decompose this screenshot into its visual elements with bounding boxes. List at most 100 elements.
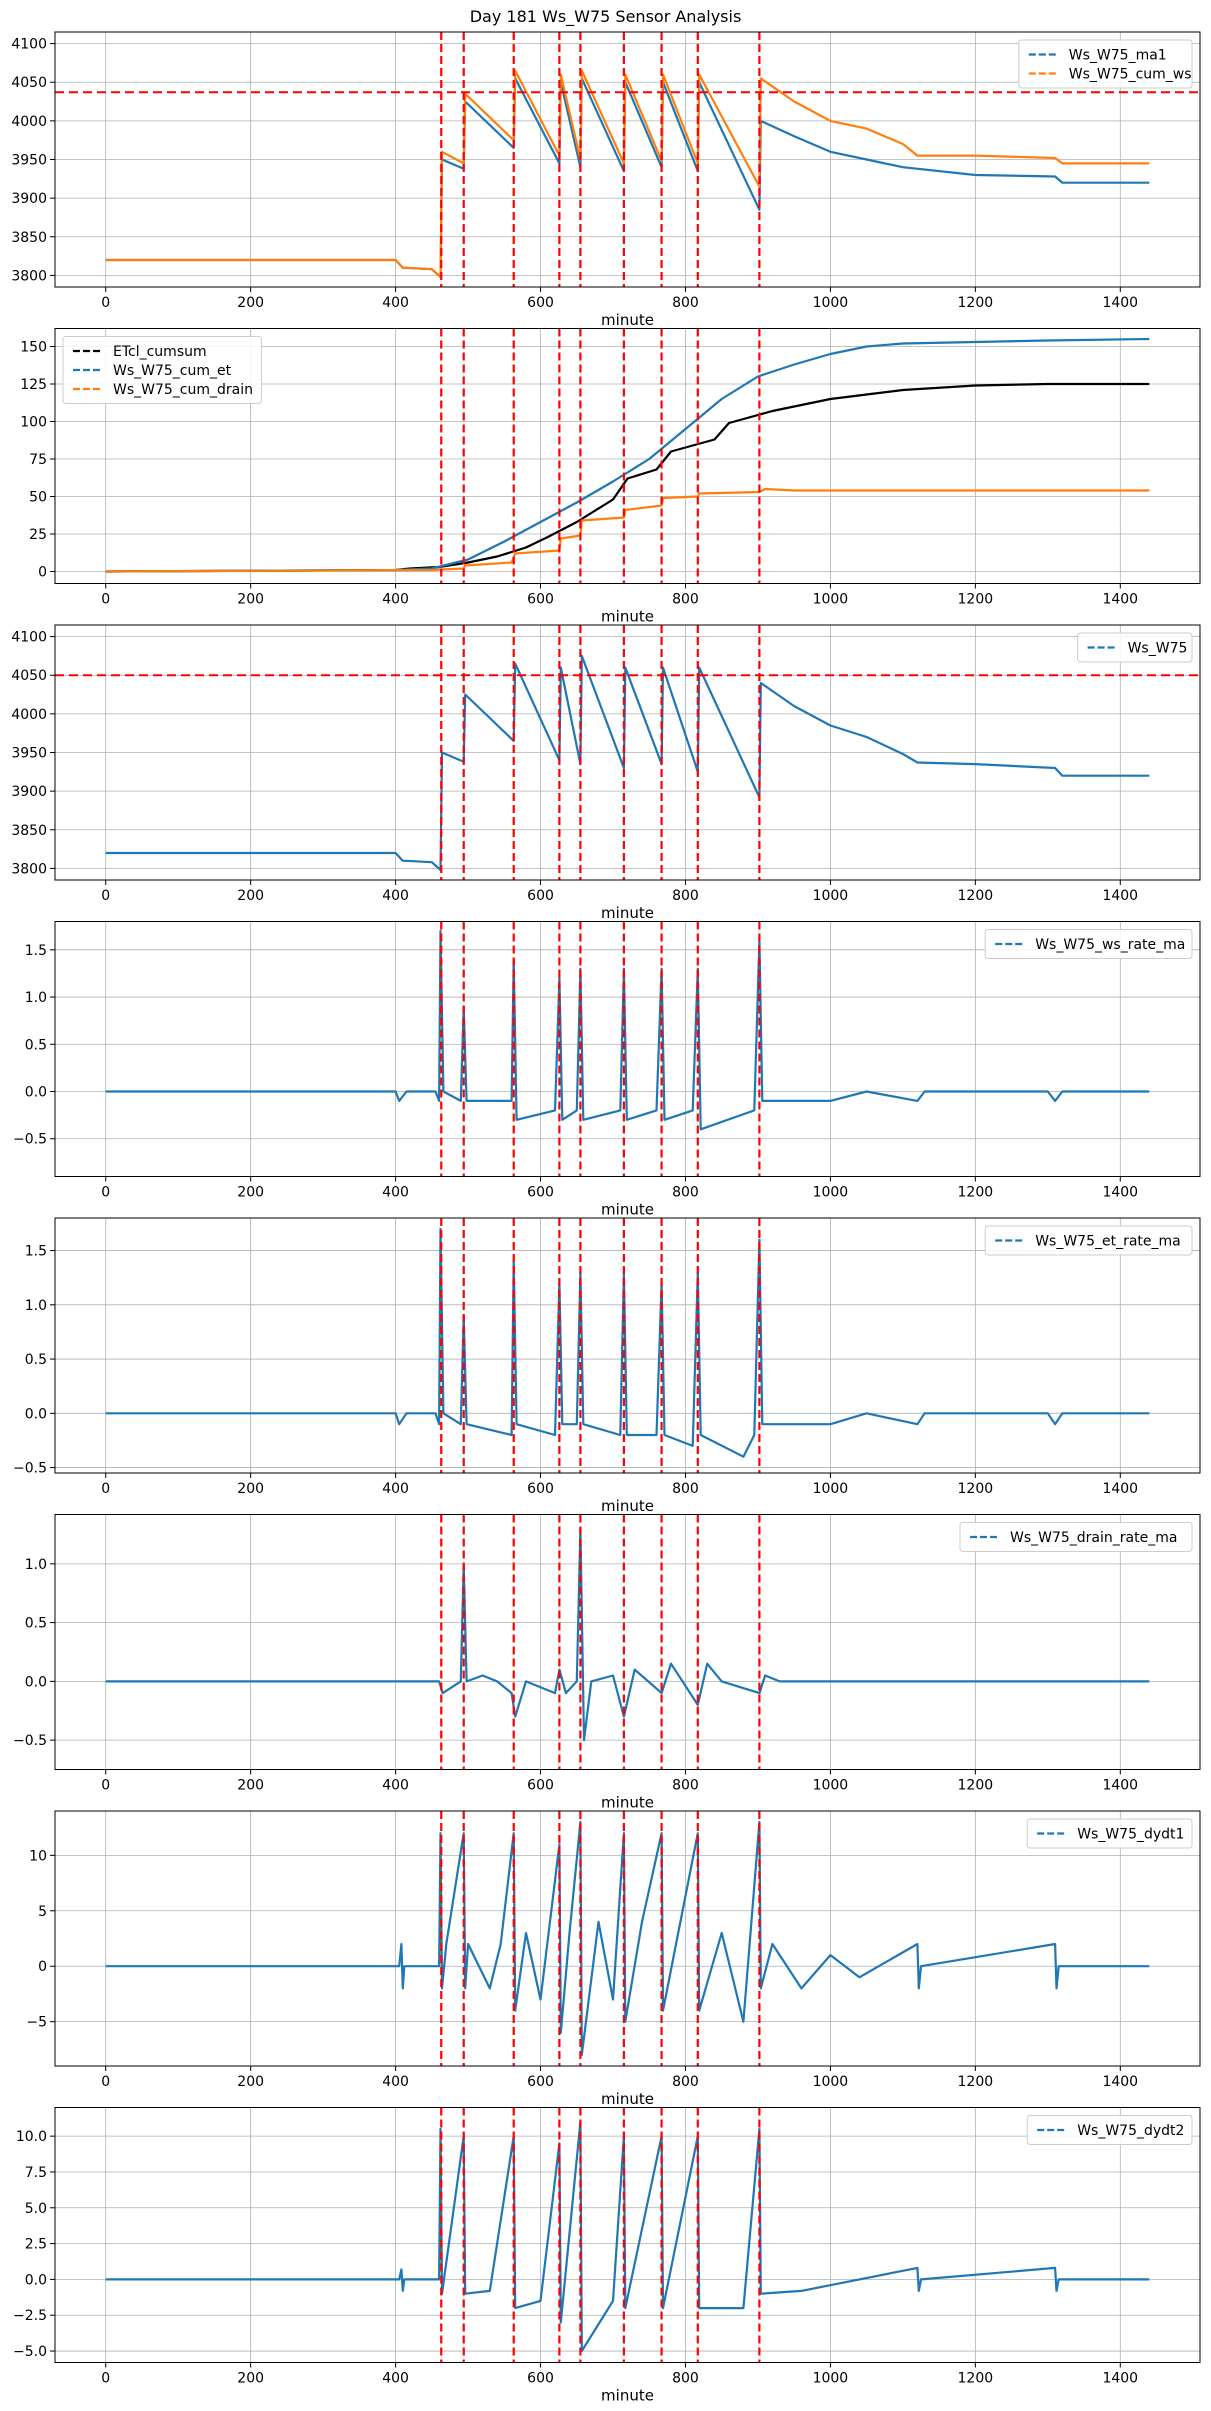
- y-tick-label: 0.0: [25, 1406, 47, 1422]
- y-tick-label: 1.0: [25, 990, 47, 1006]
- subplot-5: 0 200 400 600 800 1000 1200 1400 −0.5 0.0 0.5 1.0 1.…: [13, 1217, 1201, 1515]
- y-tick-label: 0.0: [25, 1085, 47, 1101]
- x-tick-label: 600: [527, 1481, 554, 1497]
- y-tick-label: −0.5: [13, 1132, 47, 1148]
- legend-box: [984, 929, 1193, 959]
- x-tick-label: 600: [527, 888, 554, 904]
- legend-box: [1026, 1818, 1193, 1849]
- y-tick-label: 0.0: [25, 2272, 47, 2288]
- subplot-4: 0 200 400 600 800 1000 1200 1400 −0.5 0.0 0.5 1.0 1.…: [13, 921, 1201, 1219]
- x-tick-label: 200: [237, 2074, 264, 2090]
- x-tick-label: 400: [382, 592, 409, 608]
- series-line-ETcl_cumsum: [105, 382, 1150, 573]
- x-tick-label: 1200: [958, 1481, 994, 1497]
- legend-label: Ws_W75_ws_rate_ma: [1035, 937, 1185, 953]
- legend-box: [1026, 2115, 1193, 2145]
- y-tick-label: 3950: [11, 746, 47, 762]
- x-tick-label: 1000: [813, 1185, 849, 1201]
- x-tick-label: 200: [237, 592, 264, 608]
- x-tick-label: 1000: [813, 1778, 849, 1794]
- x-axis-label: minute: [601, 1201, 654, 1219]
- x-tick-label: 0: [101, 592, 110, 608]
- y-tick-label: −0.5: [13, 1733, 47, 1749]
- x-tick-label: 200: [237, 888, 264, 904]
- y-tick-label: 4100: [11, 630, 47, 646]
- y-tick-label: −2.5: [13, 2308, 47, 2324]
- x-axis-label: minute: [601, 311, 654, 329]
- x-tick-label: 1000: [813, 592, 849, 608]
- x-tick-label: 0: [101, 2371, 110, 2387]
- x-tick-label: 1000: [813, 1481, 849, 1497]
- axes-frame: [54, 1217, 1201, 1474]
- x-axis-label: minute: [601, 1497, 654, 1515]
- x-tick-label: 400: [382, 2074, 409, 2090]
- x-axis-label: minute: [601, 1794, 654, 1812]
- legend-label: Ws_W75_ma1: [1069, 48, 1167, 64]
- y-tick-label: 0.5: [25, 1352, 47, 1368]
- y-tick-label: 0: [38, 1959, 47, 1975]
- plot-area: [105, 921, 1150, 1177]
- x-tick-label: 1400: [1102, 295, 1138, 311]
- plot-area: [105, 2107, 1150, 2363]
- x-axis-label: minute: [601, 904, 654, 922]
- x-tick-label: 200: [237, 295, 264, 311]
- subplot-6: 0 200 400 600 800 1000 1200 1400 −0.5 0.0 0.5 1.0 mi…: [13, 1514, 1201, 1812]
- legend: Ws_W75_dydt1: [1026, 1818, 1193, 1849]
- y-tick-label: 50: [29, 490, 47, 506]
- plot-area: [105, 1811, 1150, 2066]
- subplot-2: 0 200 400 600 800 1000 1200 1400 0 25 50 75 100 125 15…: [20, 328, 1201, 626]
- series-line-Ws_W75_drain_rate_ma: [105, 1527, 1150, 1742]
- y-tick-label: 2.5: [25, 2237, 47, 2253]
- y-tick-label: 25: [29, 527, 47, 543]
- x-tick-label: 0: [101, 2074, 110, 2090]
- legend-label: Ws_W75_dydt2: [1077, 2123, 1184, 2139]
- y-tick-label: 3950: [11, 153, 47, 169]
- legend-box: [62, 336, 262, 404]
- x-tick-label: 1400: [1102, 1778, 1138, 1794]
- y-tick-label: 3900: [11, 784, 47, 800]
- legend-label: Ws_W75_et_rate_ma: [1035, 1234, 1181, 1250]
- y-tick-label: 100: [20, 415, 47, 431]
- x-tick-label: 800: [672, 2371, 699, 2387]
- x-tick-label: 1200: [958, 295, 994, 311]
- legend-label: Ws_W75_cum_ws: [1069, 67, 1192, 83]
- y-tick-label: 3800: [11, 861, 47, 877]
- legend-label: Ws_W75_drain_rate_ma: [1010, 1530, 1177, 1546]
- x-tick-label: 1400: [1102, 2074, 1138, 2090]
- y-tick-label: 0: [38, 565, 47, 581]
- x-tick-label: 1400: [1102, 888, 1138, 904]
- y-tick-label: 1.5: [25, 943, 47, 959]
- legend: Ws_W75_drain_rate_ma: [959, 1522, 1193, 1552]
- y-tick-label: 1.0: [25, 1557, 47, 1573]
- series-line-Ws_W75_ma1: [105, 77, 1150, 279]
- y-tick-label: 10: [29, 1848, 47, 1864]
- plot-area: [105, 1218, 1150, 1473]
- legend-label: Ws_W75: [1128, 641, 1188, 657]
- y-tick-label: 4050: [11, 75, 47, 91]
- plot-area: [105, 328, 1150, 584]
- x-tick-label: 800: [672, 295, 699, 311]
- x-tick-label: 1000: [813, 888, 849, 904]
- x-tick-label: 400: [382, 2371, 409, 2387]
- legend: Ws_W75_ws_rate_ma: [984, 929, 1193, 959]
- subplot-7: 0 200 400 600 800 1000 1200 1400 −5 0 5 10 minute Ws_…: [26, 1810, 1201, 2108]
- legend-box: [959, 1522, 1193, 1552]
- series-line-Ws_W75_cum_et: [105, 337, 1150, 573]
- legend-label: Ws_W75_cum_et: [113, 363, 232, 379]
- plot-area: [55, 625, 1200, 880]
- axes-frame: [54, 328, 1201, 584]
- x-tick-label: 600: [527, 2074, 554, 2090]
- x-tick-label: 1400: [1102, 2371, 1138, 2387]
- x-tick-label: 0: [101, 1481, 110, 1497]
- figure-title: Day 181 Ws_W75 Sensor Analysis: [470, 7, 742, 27]
- legend-label: ETcl_cumsum: [113, 344, 207, 360]
- x-tick-label: 1000: [813, 2074, 849, 2090]
- x-tick-label: 400: [382, 295, 409, 311]
- subplot-1: 0 200 400 600 800 1000 1200 1400 3800 3850 3900 395…: [11, 31, 1201, 329]
- axes-frame: [54, 1810, 1201, 2067]
- x-tick-label: 0: [101, 888, 110, 904]
- x-tick-label: 200: [237, 1185, 264, 1201]
- x-tick-label: 0: [101, 1778, 110, 1794]
- x-tick-label: 1000: [813, 2371, 849, 2387]
